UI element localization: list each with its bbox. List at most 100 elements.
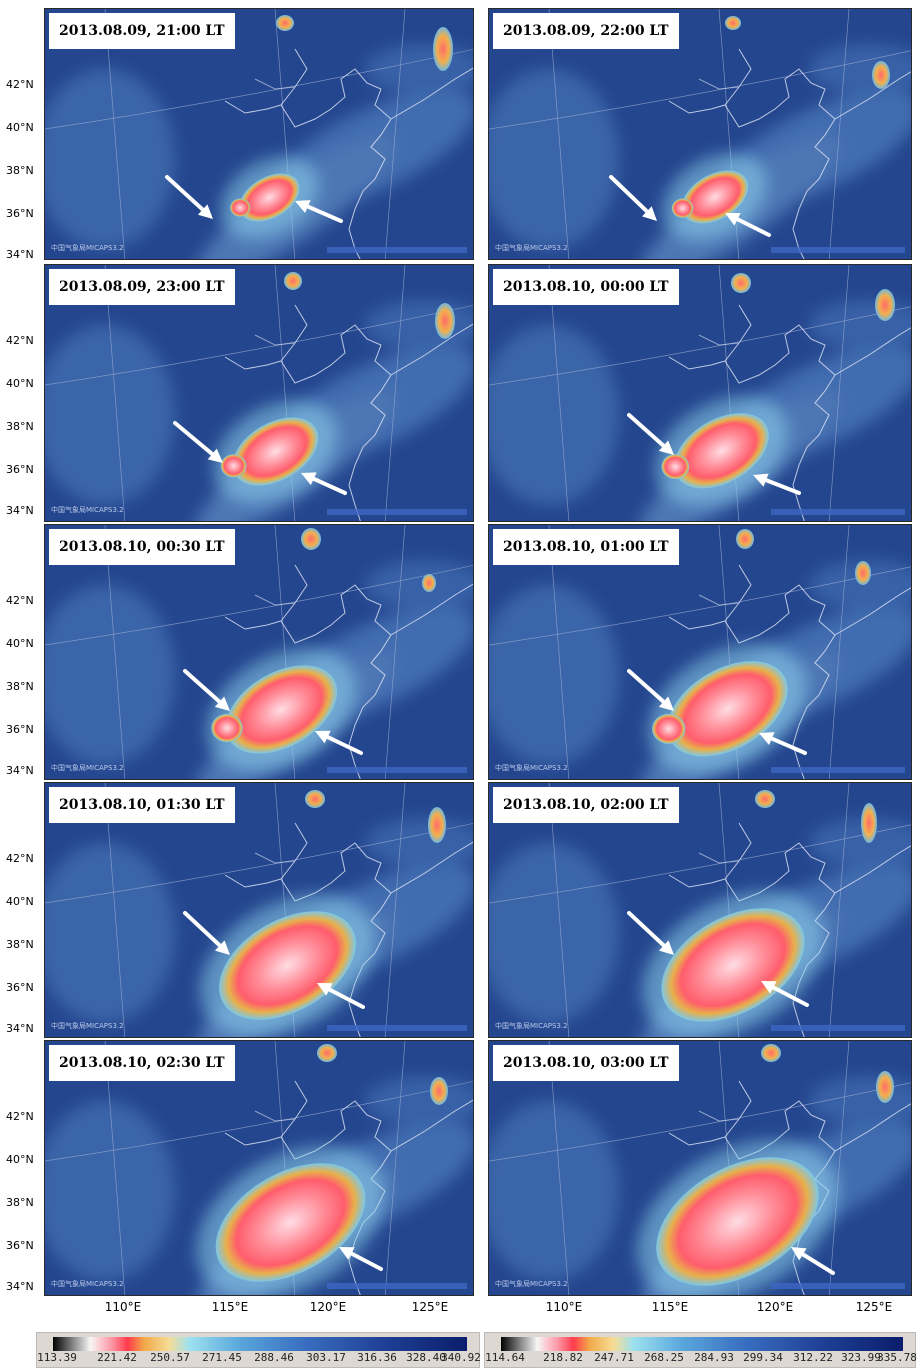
arrow-icon (295, 200, 343, 223)
cloud-hotspot (435, 303, 455, 339)
colorbar-tick: 284.93 (694, 1351, 734, 1364)
cloud-hotspot (761, 1044, 781, 1062)
lat-label: 40°N (6, 895, 34, 908)
arrow-icon (791, 1247, 835, 1275)
satellite-image (45, 783, 473, 1037)
arrow-icon (627, 669, 674, 711)
arrow-icon (301, 472, 347, 495)
arrow-icon (725, 213, 771, 237)
credit-text: 中国气象局MICAPS3.2 (51, 244, 124, 252)
lon-label: 115°E (651, 1300, 689, 1314)
timestamp-label: 2013.08.09, 23:00 LT (49, 269, 235, 305)
satellite-image (45, 265, 473, 521)
lat-label: 36°N (6, 723, 34, 736)
lat-label: 38°N (6, 1196, 34, 1209)
arrow-icon (759, 732, 807, 755)
cloud-hotspot (872, 61, 890, 89)
colorbar-tick: 303.17 (306, 1351, 346, 1364)
satellite-panel: 2013.08.10, 02:00 LT 中国气象局MICAPS3.2 (488, 782, 912, 1038)
colorbar-tick: 323.99 (841, 1351, 881, 1364)
timestamp-label: 2013.08.10, 02:30 LT (49, 1045, 235, 1081)
lat-label: 42°N (6, 852, 34, 865)
lat-label: 38°N (6, 164, 34, 177)
cloud-hotspot (276, 15, 294, 31)
credit-text: 中国气象局MICAPS3.2 (495, 244, 568, 252)
lat-label: 34°N (6, 1280, 34, 1293)
satellite-image (489, 265, 911, 521)
cloud-hotspot (736, 529, 754, 549)
arrow-icon (317, 983, 365, 1009)
lat-label: 38°N (6, 938, 34, 951)
satellite-panel: 2013.08.09, 21:00 LT 中国气象局MICAPS3.2 (44, 8, 474, 260)
convective-cloud (674, 413, 769, 489)
lat-label: 34°N (6, 764, 34, 777)
lat-label: 36°N (6, 463, 34, 476)
colorbar-tick: 247.71 (594, 1351, 634, 1364)
timestamp-label: 2013.08.10, 00:30 LT (49, 529, 235, 565)
timestamp-label: 2013.08.10, 01:30 LT (49, 787, 235, 823)
cloud-hotspot (876, 1071, 894, 1103)
convective-cloud (656, 1157, 819, 1286)
arrow-icon (753, 473, 801, 495)
colorbar-tick: 221.42 (97, 1351, 137, 1364)
colorbar-tick: 335.78 (877, 1351, 917, 1364)
cloud-hotspot (861, 803, 877, 843)
credit-text: 中国气象局MICAPS3.2 (495, 764, 568, 772)
lat-label: 40°N (6, 121, 34, 134)
convective-cloud (239, 173, 300, 222)
timestamp-label: 2013.08.09, 22:00 LT (493, 13, 679, 49)
arrow-icon (183, 911, 230, 955)
colorbar-tick: 316.36 (357, 1351, 397, 1364)
arrow-icon (761, 981, 809, 1007)
convective-cloud (219, 911, 356, 1020)
satellite-panel: 2013.08.09, 22:00 LT 中国气象局MICAPS3.2 (488, 8, 912, 260)
lon-label: 120°E (309, 1300, 347, 1314)
lat-label: 34°N (6, 504, 34, 517)
lon-label: 125°E (855, 1300, 893, 1314)
credit-text: 中国气象局MICAPS3.2 (51, 1280, 124, 1288)
lat-label: 42°N (6, 78, 34, 91)
lat-label: 40°N (6, 377, 34, 390)
lon-label: 110°E (545, 1300, 583, 1314)
cloud-hotspot (433, 27, 453, 71)
arrow-icon (627, 911, 674, 955)
cloud-hotspot (725, 16, 741, 30)
arrow-icon (165, 175, 213, 219)
credit-text: 中国气象局MICAPS3.2 (51, 1022, 124, 1030)
satellite-panel: 2013.08.10, 01:00 LT 中国气象局MICAPS3.2 (488, 524, 912, 780)
colorbar-tick: 250.57 (150, 1351, 190, 1364)
cloud-hotspot (301, 528, 321, 550)
cloud-hotspot (284, 272, 302, 290)
arrow-icon (627, 413, 674, 455)
cloud-hotspot (305, 790, 325, 808)
convective-cloud (215, 1163, 366, 1282)
satellite-panel: 2013.08.10, 00:30 LT 中国气象局MICAPS3.2 (44, 524, 474, 780)
arrow-icon (183, 669, 230, 711)
colorbar-tick: 328.40 (406, 1351, 446, 1364)
convective-cloud (661, 908, 805, 1022)
lat-label: 36°N (6, 207, 34, 220)
satellite-panel: 2013.08.10, 00:00 LT (488, 264, 912, 522)
lat-label: 36°N (6, 981, 34, 994)
satellite-image (489, 9, 911, 259)
colorbar-tick: 114.64 (485, 1351, 525, 1364)
convective-cloud (681, 170, 749, 224)
convective-cloud (225, 665, 338, 754)
colorbar-tick: 268.25 (644, 1351, 684, 1364)
credit-text: 中国气象局MICAPS3.2 (495, 1022, 568, 1030)
colorbar-tick: 299.34 (743, 1351, 783, 1364)
satellite-image (45, 525, 473, 779)
lon-label: 110°E (104, 1300, 142, 1314)
arrow-icon (315, 730, 363, 755)
colorbar-tick: 340.92 (441, 1351, 481, 1364)
lon-label: 125°E (411, 1300, 449, 1314)
colorbar-tick: 312.22 (793, 1351, 833, 1364)
cloud-hotspot (430, 1077, 448, 1105)
convective-cloud (232, 417, 319, 486)
satellite-panel: 2013.08.10, 01:30 LT 中国气象局MICAPS3.2 (44, 782, 474, 1038)
satellite-panel: 2013.08.09, 23:00 LT 中国气象局MICAPS3.2 (44, 264, 474, 522)
lat-label: 34°N (6, 248, 34, 261)
satellite-panel: 2013.08.10, 02:30 LT 中国气象局MICAPS3.2 (44, 1040, 474, 1296)
cloud-hotspot (428, 807, 446, 843)
colorbar-tick: 218.82 (543, 1351, 583, 1364)
